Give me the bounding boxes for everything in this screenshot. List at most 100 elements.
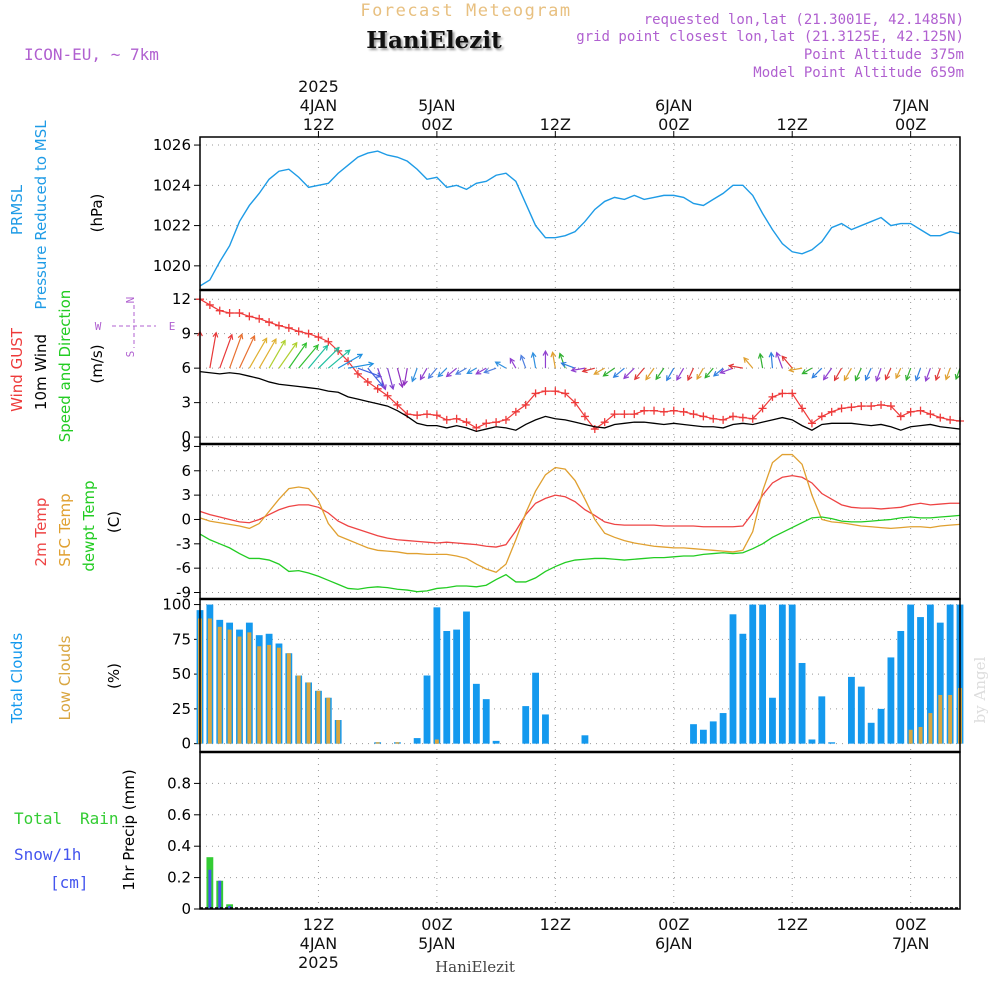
gust-marker [620, 410, 629, 419]
requested-coords: requested lon,lat (21.3001E, 42.1485N) [644, 12, 964, 28]
wind-arrowhead [402, 379, 408, 387]
time-label-top: 12Z [303, 115, 334, 134]
wind-arrowhead [775, 351, 781, 358]
wind-arrow [396, 367, 404, 388]
low-cloud-bar [375, 742, 380, 744]
wind-arrow [532, 352, 537, 369]
low-cloud-bar [257, 646, 262, 744]
wind-arrowhead [344, 349, 351, 356]
wind-arrowhead [934, 374, 941, 382]
wind-arrow [455, 367, 467, 375]
gust-marker [225, 308, 234, 317]
wind-arrowhead [301, 342, 308, 349]
gust-marker [847, 403, 856, 412]
compass-s: S [124, 351, 137, 358]
low-cloud-bar [918, 726, 923, 744]
y-tick-label: 9 [181, 325, 191, 343]
wind-arrowhead [381, 384, 387, 391]
panel-frame [199, 598, 961, 753]
compass-n: N [124, 297, 137, 304]
time-label-bottom: 5JAN [418, 934, 456, 953]
wind-arrow [945, 367, 951, 380]
model-altitude: Model Point Altitude 659m [753, 65, 964, 81]
gust-marker [373, 384, 382, 393]
wind-arrowhead [924, 375, 930, 383]
wind-arrowhead [378, 381, 384, 388]
wind-arrowhead [581, 367, 588, 374]
gust-marker [324, 337, 333, 346]
y-tick-label: 6 [181, 462, 191, 480]
total-cloud-bar [926, 604, 934, 744]
wind-arrow [655, 367, 665, 380]
wind-arrow [925, 367, 931, 382]
gust-marker [699, 412, 708, 421]
wind-arrow [209, 332, 217, 369]
wind-label: 10m Wind [32, 334, 50, 410]
low-cloud-bar [217, 626, 222, 744]
wind-arrowhead [676, 374, 682, 381]
total-cloud-bar [522, 706, 530, 744]
gust-line [199, 298, 961, 430]
gust-marker [472, 423, 481, 432]
gust-marker [393, 400, 402, 409]
chart-title: Forecast Meteogram [360, 1, 571, 21]
gust-marker [531, 389, 540, 398]
time-label-bottom: 2025 [298, 953, 339, 972]
wind-arrowhead [271, 338, 277, 345]
wind-arrow [834, 367, 843, 381]
low-cloud-bar [247, 632, 252, 744]
time-label-bottom: 4JAN [300, 934, 338, 953]
time-label-top: 4JAN [300, 96, 338, 115]
total-cloud-bar [759, 604, 767, 744]
wind-arrowhead [822, 374, 829, 381]
total-cloud-bar [729, 614, 737, 744]
time-label-top: 00Z [658, 115, 689, 134]
wind-arrow [728, 365, 743, 369]
wind-arrowhead [954, 373, 961, 381]
wind-arrow [484, 367, 497, 373]
wind-arrow [419, 367, 428, 380]
gust-marker [867, 402, 876, 411]
panel-frame [199, 289, 961, 445]
time-label-top: 12Z [777, 115, 808, 134]
wind-arrowhead [333, 346, 340, 353]
wind-arrowhead [389, 383, 395, 391]
wind-arrowhead [550, 351, 557, 358]
gust-marker [650, 406, 659, 415]
wind-arrowhead [645, 374, 651, 381]
gust-marker [501, 415, 510, 424]
wind-arrow [219, 334, 233, 369]
total-cloud-bar [887, 657, 895, 744]
gust-marker [541, 387, 550, 396]
wind-arrowhead [542, 349, 549, 356]
y-tick-label: 1022 [153, 217, 191, 235]
wind-arrow [446, 367, 458, 377]
y-tick-label: 100 [162, 596, 191, 614]
low-cloud-bar [928, 713, 933, 744]
wind-arrow [298, 344, 319, 369]
wind-arrowhead [280, 339, 286, 346]
wind-arrowhead [427, 373, 434, 380]
wind-arrowhead [560, 361, 567, 368]
wind-arrowhead [719, 368, 726, 375]
wind-arrow [571, 367, 586, 372]
wind-arrowhead [602, 371, 609, 377]
wind-arrow [603, 367, 615, 377]
total-cloud-bar [433, 607, 441, 744]
wind-arrow [743, 357, 754, 369]
total-cloud-bar [897, 630, 905, 744]
wind-arrowhead [914, 375, 921, 382]
sfc-temp-line [199, 453, 961, 573]
wind-arrow [905, 367, 912, 381]
gust-marker [462, 418, 471, 427]
total-cloud-bar [472, 683, 480, 744]
low-cloud-bar [296, 675, 301, 744]
point-altitude: Point Altitude 375m [804, 47, 964, 63]
time-label-top: 00Z [895, 115, 926, 134]
wind-arrowhead [884, 374, 891, 381]
gust-marker [235, 308, 244, 317]
wind-arrow [789, 367, 803, 371]
wind-arrowhead [398, 381, 405, 389]
total-cloud-bar [690, 724, 697, 744]
gust-marker [807, 419, 816, 428]
